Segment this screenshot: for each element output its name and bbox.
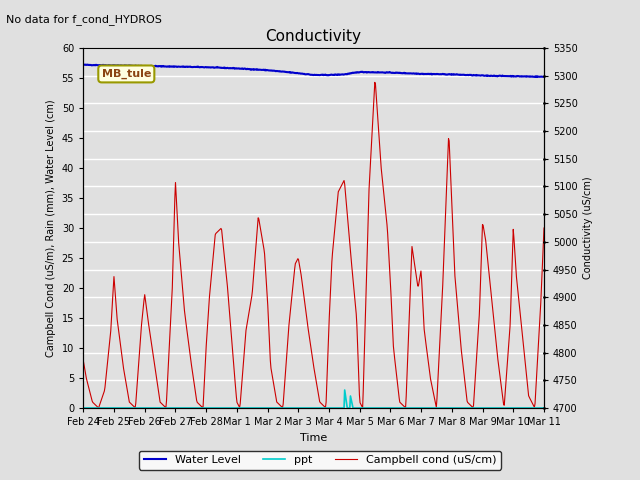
Campbell cond (uS/cm) xyxy=(540,225,548,231)
Water Level xyxy=(182,64,190,70)
Title: Conductivity: Conductivity xyxy=(266,29,362,44)
Y-axis label: Conductivity (uS/cm): Conductivity (uS/cm) xyxy=(584,177,593,279)
Campbell cond (uS/cm) xyxy=(371,80,379,85)
ppt xyxy=(182,405,189,411)
ppt xyxy=(79,405,87,411)
Line: Water Level: Water Level xyxy=(83,65,544,77)
Campbell cond (uS/cm) xyxy=(207,280,214,286)
Text: No data for f_cond_HYDROS: No data for f_cond_HYDROS xyxy=(6,14,163,25)
Water Level xyxy=(533,74,541,80)
ppt xyxy=(370,405,378,411)
Water Level xyxy=(370,69,378,75)
Y-axis label: Campbell Cond (uS/m), Rain (mm), Water Level (cm): Campbell Cond (uS/m), Rain (mm), Water L… xyxy=(46,99,56,357)
Campbell cond (uS/cm) xyxy=(136,348,143,354)
Campbell cond (uS/cm) xyxy=(79,357,87,363)
Campbell cond (uS/cm) xyxy=(88,396,95,401)
Text: MB_tule: MB_tule xyxy=(102,69,151,79)
Water Level xyxy=(79,62,87,68)
Line: Campbell cond (uS/cm): Campbell cond (uS/cm) xyxy=(83,83,544,408)
Water Level xyxy=(383,69,391,75)
ppt xyxy=(206,405,214,411)
Campbell cond (uS/cm) xyxy=(370,103,378,109)
Legend: Water Level, ppt, Campbell cond (uS/cm): Water Level, ppt, Campbell cond (uS/cm) xyxy=(140,451,500,469)
Line: ppt: ppt xyxy=(83,390,544,408)
ppt xyxy=(88,405,95,411)
Water Level xyxy=(540,74,548,80)
Campbell cond (uS/cm) xyxy=(182,323,190,329)
X-axis label: Time: Time xyxy=(300,432,327,443)
ppt xyxy=(341,387,349,393)
ppt xyxy=(135,405,143,411)
ppt xyxy=(383,405,391,411)
ppt xyxy=(540,405,548,411)
Campbell cond (uS/cm) xyxy=(95,405,102,411)
Water Level xyxy=(136,63,143,69)
Campbell cond (uS/cm) xyxy=(384,230,392,236)
Water Level xyxy=(207,65,214,71)
Water Level xyxy=(88,62,96,68)
Water Level xyxy=(81,62,89,68)
